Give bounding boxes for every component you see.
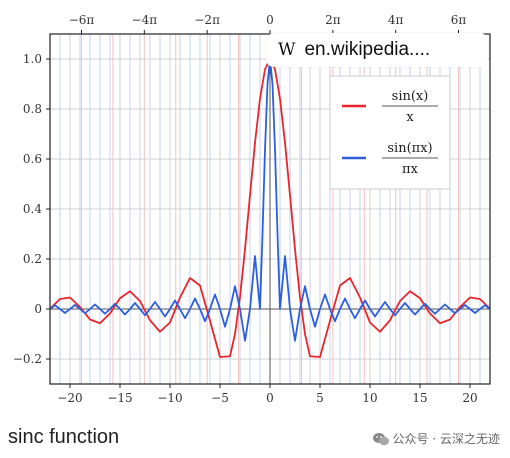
legend-box (329, 75, 451, 190)
y-tick-label: 1.0 (23, 52, 42, 66)
x-top-tick-label: 2π (325, 13, 341, 27)
y-tick-label: 0.8 (23, 102, 42, 116)
y-tick-label: 0.6 (23, 152, 42, 166)
y-tick-label: 0 (34, 302, 42, 316)
watermark: 公众号 · 云深之无迹 (372, 430, 500, 447)
x-top-tick-label: −2π (194, 13, 220, 27)
x-top-tick-label: −6π (69, 13, 95, 27)
source-domain: en.wikipedia.... (304, 39, 431, 60)
y-tick-label: 0.2 (23, 252, 42, 266)
legend-label-denominator: πx (402, 162, 419, 177)
legend-label-numerator: sin(x) (392, 89, 429, 104)
x-top-tick-label: 6π (451, 13, 467, 27)
x-tick-label: 20 (462, 391, 477, 405)
x-tick-label: 5 (316, 391, 324, 405)
sinc-chart: 1.0 0.8 0.6 0.4 0.2 0 −0.2 −20 −15 −10 −5 0 5 10 15 20 −… (13, 13, 491, 405)
chart-svg: 1.0 0.8 0.6 0.4 0.2 0 −0.2 −20 −15 −10 −5 0 5 10 15 20 −… (13, 13, 491, 405)
x-tick-label: 0 (266, 391, 274, 405)
x-tick-label: −20 (57, 391, 82, 405)
x-tick-label: 10 (362, 391, 377, 405)
image-caption[interactable]: sinc function (8, 426, 120, 448)
y-tick-label: 0.4 (23, 202, 42, 216)
y-tick-label: −0.2 (13, 352, 42, 366)
wechat-icon (372, 432, 389, 445)
x-tick-label: −5 (211, 391, 229, 405)
x-tick-label: −10 (157, 391, 182, 405)
x-tick-label: 15 (412, 391, 427, 405)
x-top-tick-label: −4π (132, 13, 158, 27)
legend-label-numerator: sin(πx) (387, 141, 432, 156)
x-top-tick-label: 0 (266, 13, 274, 27)
source-badge[interactable]: W en.wikipedia.... (266, 33, 488, 67)
x-tick-label: −15 (107, 391, 132, 405)
wikipedia-logo-icon: W (278, 40, 296, 60)
legend-label-denominator: x (406, 110, 414, 125)
x-top-tick-label: 4π (388, 13, 404, 27)
watermark-text: 公众号 · 云深之无迹 (392, 432, 500, 446)
